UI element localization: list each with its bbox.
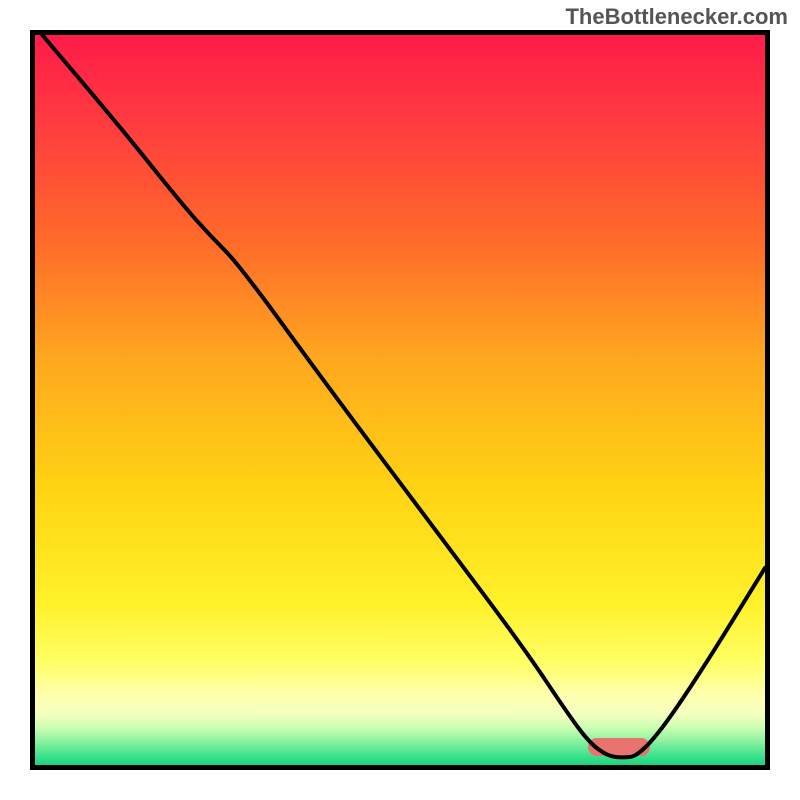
bottleneck-curve (35, 35, 765, 765)
watermark-text: TheBottlenecker.com (565, 4, 788, 30)
bottleneck-curve-path (42, 35, 765, 757)
plot-area (35, 35, 765, 765)
